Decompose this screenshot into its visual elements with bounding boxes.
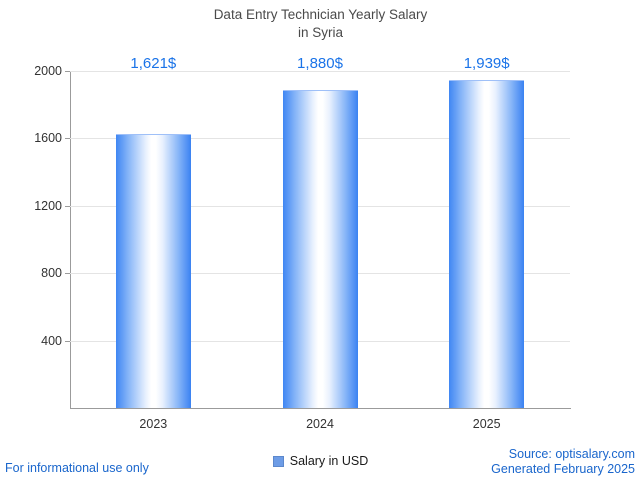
plot-area [70,71,570,408]
y-tick-mark [65,273,70,275]
x-axis-label: 2023 [139,417,168,431]
x-axis-label: 2024 [306,417,334,431]
x-axis-label: 2025 [472,417,501,431]
y-tick-label: 400 [41,333,62,348]
chart-title: Data Entry Technician Yearly Salary in S… [0,6,641,42]
source-link[interactable]: Source: optisalary.com [508,446,635,461]
bar-2023 [115,133,191,408]
attribution: Source: optisalary.com Generated Februar… [491,447,635,478]
bar-2024 [282,90,358,408]
chart-title-line1: Data Entry Technician Yearly Salary [213,7,428,22]
legend: Salary in USD [0,454,641,468]
y-axis-line [70,71,71,409]
y-tick-mark [65,205,70,207]
bar-value-label: 1,621$ [130,55,177,72]
legend-label: Salary in USD [289,454,369,468]
bar-value-label: 1,939$ [463,55,510,72]
legend-swatch-icon [272,455,284,467]
x-axis-line [70,408,571,409]
y-tick-mark [65,340,70,342]
bar-2025 [449,80,525,408]
disclaimer-text: For informational use only [5,461,149,475]
y-tick-mark [65,138,70,140]
gridline [70,71,570,72]
y-tick-mark [65,71,70,72]
y-tick-label: 1600 [34,131,62,146]
chart-title-line2: in Syria [297,25,343,41]
generated-date: Generated February 2025 [491,462,635,477]
bar-value-label: 1,880$ [297,55,343,72]
y-tick-label: 800 [41,266,62,281]
y-tick-label: 1200 [34,198,62,213]
y-tick-label: 2000 [34,64,62,78]
